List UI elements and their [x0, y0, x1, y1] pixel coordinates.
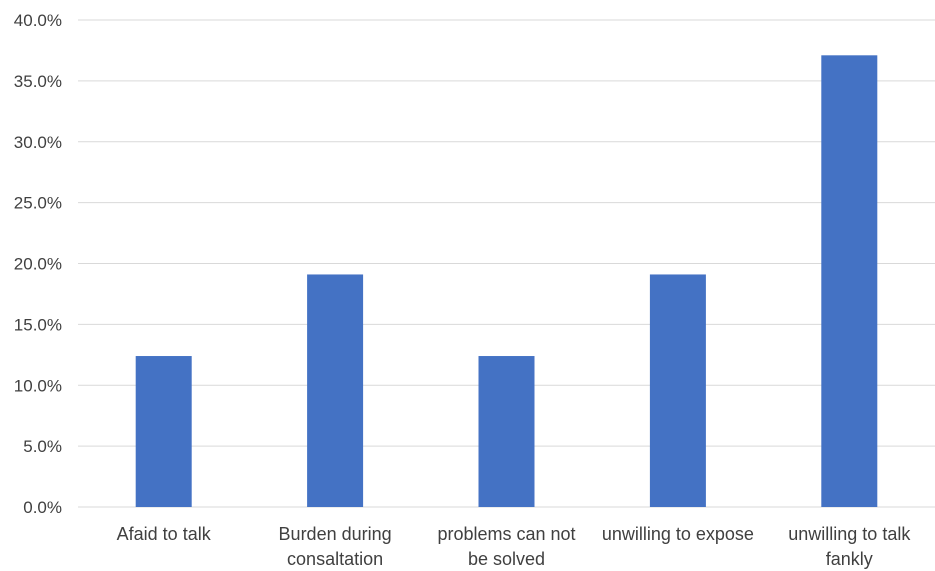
x-category-label-line: Afaid to talk [117, 524, 212, 544]
bars [135, 55, 878, 508]
bar [821, 55, 878, 508]
y-tick-label: 15.0% [14, 315, 62, 334]
x-category-label-line: be solved [468, 549, 545, 569]
y-tick-label: 35.0% [14, 72, 62, 91]
x-category-label: Afaid to talk [117, 524, 212, 544]
y-tick-label: 10.0% [14, 376, 62, 395]
x-category-label-line: problems can not [437, 524, 575, 544]
y-tick-label: 20.0% [14, 255, 62, 274]
gridlines [78, 19, 935, 508]
x-category-label: unwilling to expose [602, 524, 754, 544]
y-tick-label: 25.0% [14, 194, 62, 213]
y-tick-label: 5.0% [23, 437, 62, 456]
y-tick-label: 40.0% [14, 11, 62, 30]
x-category-label-line: unwilling to expose [602, 524, 754, 544]
x-category-label-line: unwilling to talk [788, 524, 911, 544]
bar [135, 356, 192, 507]
bar [649, 274, 706, 507]
y-tick-label: 30.0% [14, 133, 62, 152]
y-axis-tick-labels: 0.0% 5.0% 10.0% 15.0% 20.0% 25.0% 30.0% 35.0% 40… [14, 11, 62, 517]
y-tick-label: 0.0% [23, 498, 62, 517]
x-category-label: problems can not be solved [437, 524, 575, 569]
bar [478, 356, 535, 507]
x-category-label-line: fankly [826, 549, 873, 569]
x-category-label-line: Burden during [279, 524, 392, 544]
x-category-label: Burden during consaltation [279, 524, 392, 569]
bar [307, 274, 364, 507]
x-category-label: unwilling to talk fankly [788, 524, 911, 569]
x-axis-category-labels: Afaid to talk Burden during consaltation pr… [117, 524, 912, 569]
x-category-label-line: consaltation [287, 549, 383, 569]
